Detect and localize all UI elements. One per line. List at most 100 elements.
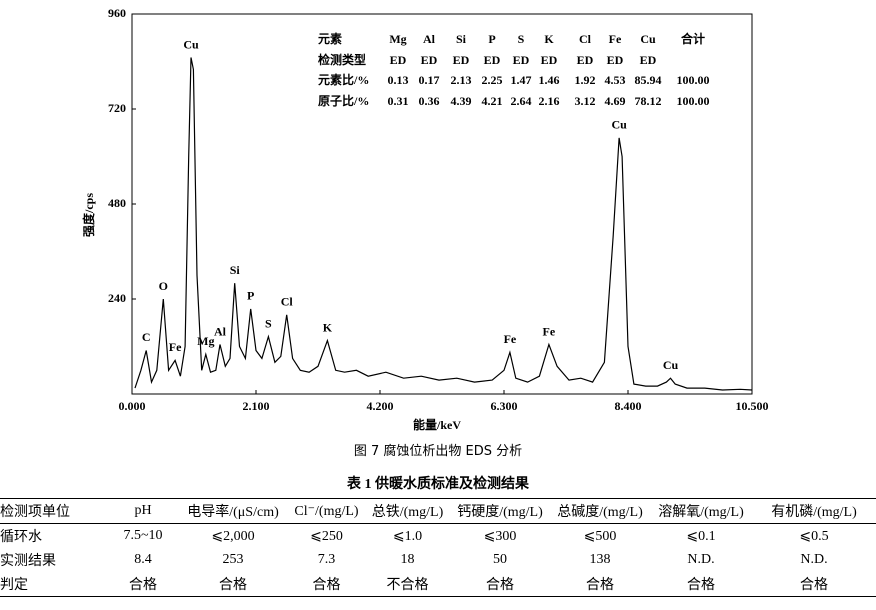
inset-cell: Fe xyxy=(609,32,622,46)
y-tick-label: 240 xyxy=(108,291,126,305)
inset-cell: 1.46 xyxy=(539,73,560,87)
table-cell: 18 xyxy=(400,552,415,567)
inset-cell: 2.64 xyxy=(511,94,532,108)
inset-cell: 0.17 xyxy=(419,73,440,87)
table-cell: 合格 xyxy=(312,578,341,593)
inset-cell: 2.13 xyxy=(451,73,472,87)
chart: 能量/keV 强度/cps 240 480 720 960 0.000 2.100 4.20… xyxy=(81,6,769,432)
table-cell: 判定 xyxy=(0,578,28,593)
inset-cell: ED xyxy=(421,53,438,67)
inset-cell: Cu xyxy=(640,32,656,46)
x-tick-label: 4.200 xyxy=(367,399,394,413)
inset-cell: 3.12 xyxy=(575,94,596,108)
inset-cell: K xyxy=(544,32,554,46)
y-tick-label: 720 xyxy=(108,101,126,115)
table-cell: 合格 xyxy=(219,578,247,593)
table-cell: 253 xyxy=(222,552,244,567)
peak-label: K xyxy=(323,320,333,334)
peak-label: Fe xyxy=(504,332,517,346)
inset-cell: 原子比/% xyxy=(318,93,369,108)
inset-cell: 4.21 xyxy=(482,94,503,108)
inset-cell: 85.94 xyxy=(635,73,662,87)
inset-cell: 4.39 xyxy=(451,94,472,108)
inset-cell: 0.36 xyxy=(419,94,440,108)
table-cell: ⩽0.5 xyxy=(799,528,829,544)
inset-cell: 100.00 xyxy=(677,73,710,87)
table-cell: 8.4 xyxy=(134,552,152,567)
table-cell: 合格 xyxy=(687,578,715,593)
inset-cell: ED xyxy=(453,53,470,67)
inset-cell: ED xyxy=(484,53,501,67)
inset-cell: P xyxy=(488,32,495,46)
inset-cell: 合计 xyxy=(681,31,705,46)
header-row: 检测项单位 pH 电导率/(μS/cm) Cl⁻/(mg/L) 总铁/(mg/L) 钙硬度… xyxy=(0,498,876,524)
inset-cell: ED xyxy=(640,53,657,67)
table-cell: 合格 xyxy=(486,578,514,593)
peak-label: Mg xyxy=(197,334,214,348)
table-cell: 合格 xyxy=(800,578,828,593)
inset-cell: 1.47 xyxy=(511,73,532,87)
inset-cell: 78.12 xyxy=(635,94,662,108)
spectrum-line xyxy=(134,57,753,391)
inset-cell: ED xyxy=(513,53,530,67)
figure-caption: 图 7 腐蚀位析出物 EDS 分析 xyxy=(353,444,523,459)
inset-cell: Al xyxy=(423,32,436,46)
inset-cell: 0.13 xyxy=(388,73,409,87)
inset-cell: 2.16 xyxy=(539,94,560,108)
header-cell: 总碱度/(mg/L) xyxy=(557,505,643,520)
inset-cell: Cl xyxy=(579,32,592,46)
table-cell: 7.5~10 xyxy=(123,528,163,543)
table-body: 循环水 7.5~10 ⩽2,000 ⩽250 ⩽1.0 ⩽300 ⩽500 ⩽0.1 ⩽0.5 实… xyxy=(0,524,876,597)
inset-cell: S xyxy=(518,32,525,46)
table-cell: N.D. xyxy=(687,552,715,567)
table-cell: ⩽1.0 xyxy=(392,528,423,544)
table-cell: 7.3 xyxy=(317,552,336,567)
peak-label: O xyxy=(159,279,168,293)
peak-label: Fe xyxy=(543,324,556,338)
header-cell: 总铁/(mg/L) xyxy=(371,505,444,520)
peak-label: C xyxy=(142,330,151,344)
inset-cell: 4.53 xyxy=(605,73,626,87)
header-cell: pH xyxy=(134,503,152,518)
x-axis-label: 能量/keV xyxy=(413,417,461,432)
y-axis-label: 强度/cps xyxy=(81,193,96,237)
inset-cell: 0.31 xyxy=(388,94,409,108)
peak-label: Cu xyxy=(183,37,199,51)
inset-cell: 2.25 xyxy=(482,73,503,87)
peak-label: Si xyxy=(230,263,241,277)
header-cell: 电导率/(μS/cm) xyxy=(187,505,279,520)
peak-label: P xyxy=(247,289,254,303)
table-cell: ⩽500 xyxy=(583,528,617,544)
inset-cell: 元素比/% xyxy=(318,72,369,87)
table-caption: 表 1 供暖水质标准及检测结果 xyxy=(347,477,529,492)
peak-label: Cu xyxy=(663,358,679,372)
table-cell: ⩽250 xyxy=(310,528,343,544)
table-cell: ⩽2,000 xyxy=(211,528,255,544)
header-cell: Cl⁻/(mg/L) xyxy=(294,503,359,519)
y-tick-label: 480 xyxy=(108,196,126,210)
inset-cell: ED xyxy=(541,53,558,67)
peak-label: Cl xyxy=(281,295,294,309)
inset-cell: 4.69 xyxy=(605,94,626,108)
inset-cell: Si xyxy=(456,32,467,46)
peak-label: S xyxy=(265,316,272,330)
x-tick-label: 2.100 xyxy=(243,399,270,413)
header-cell: 溶解氧/(mg/L) xyxy=(658,505,744,520)
table-cell: ⩽300 xyxy=(483,528,517,544)
peak-label: Cu xyxy=(611,118,627,132)
x-tick-label: 10.500 xyxy=(736,399,769,413)
inset-cell: ED xyxy=(390,53,407,67)
table-cell: 合格 xyxy=(586,578,614,593)
data-table: 检测项单位 pH 电导率/(μS/cm) Cl⁻/(mg/L) 总铁/(mg/L) 钙硬度… xyxy=(0,498,876,597)
peak-label: Al xyxy=(214,324,227,338)
x-tick-label: 8.400 xyxy=(615,399,642,413)
table-cell: 实测结果 xyxy=(0,554,56,569)
table-cell: 合格 xyxy=(129,578,157,593)
x-tick-label: 0.000 xyxy=(119,399,146,413)
x-tick-label: 6.300 xyxy=(491,399,518,413)
table-row: 判定 合格 合格 合格 不合格 合格 合格 合格 合格 xyxy=(0,572,876,597)
inset-cell: 检测类型 xyxy=(318,52,366,67)
peak-label: Fe xyxy=(169,340,182,354)
inset-cell: Mg xyxy=(389,32,406,46)
